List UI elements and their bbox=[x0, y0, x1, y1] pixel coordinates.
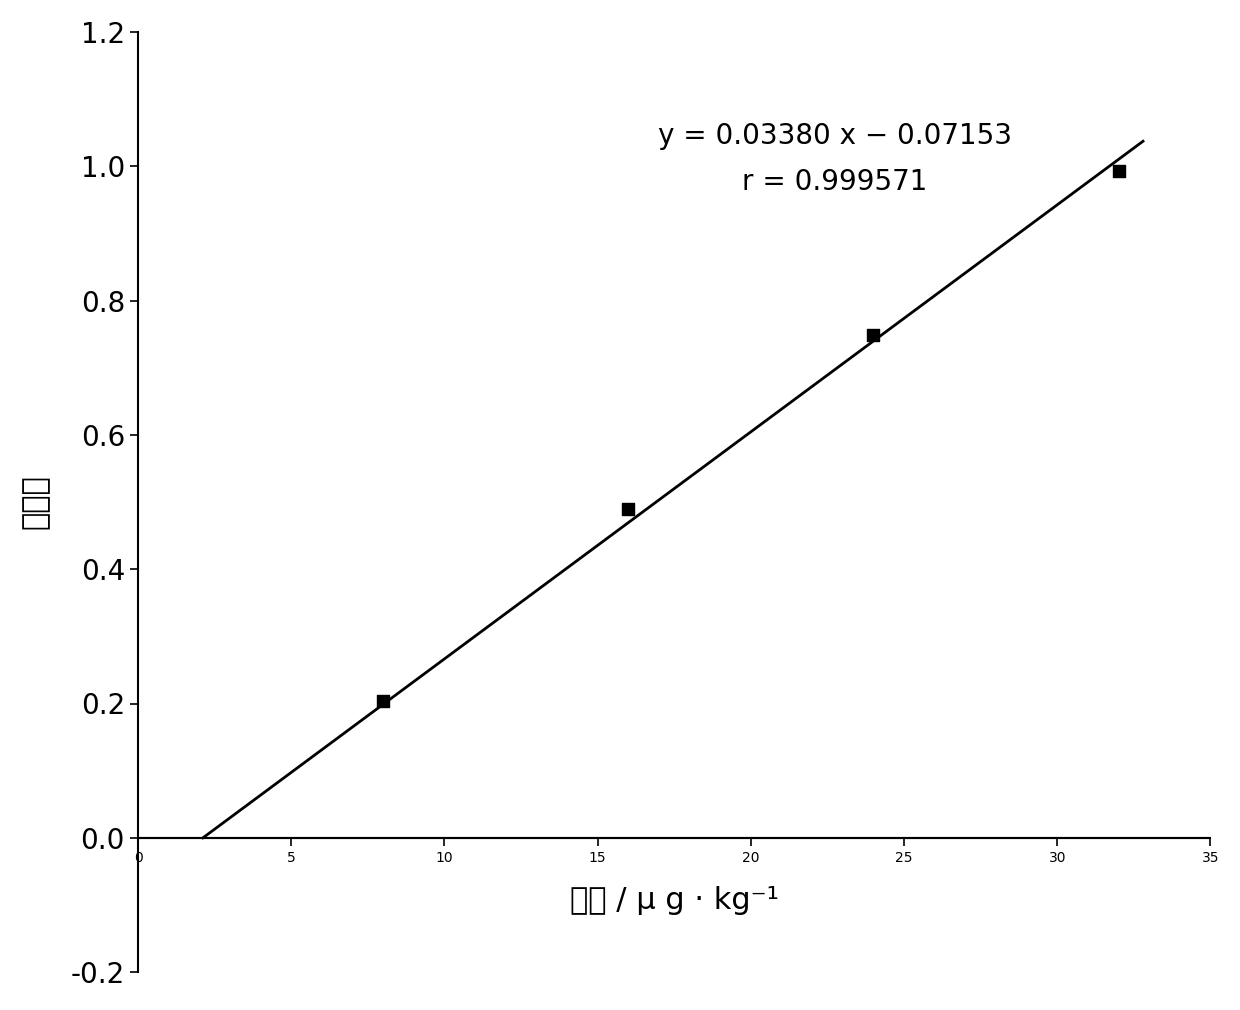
Point bbox=[373, 694, 393, 710]
Point bbox=[619, 501, 639, 517]
Y-axis label: 吸光度: 吸光度 bbox=[21, 475, 50, 529]
Point bbox=[1109, 163, 1128, 179]
Text: y = 0.03380 x − 0.07153
r = 0.999571: y = 0.03380 x − 0.07153 r = 0.999571 bbox=[658, 122, 1012, 196]
Point bbox=[863, 327, 883, 343]
X-axis label: 浓度 / μ g · kg⁻¹: 浓度 / μ g · kg⁻¹ bbox=[570, 886, 779, 915]
